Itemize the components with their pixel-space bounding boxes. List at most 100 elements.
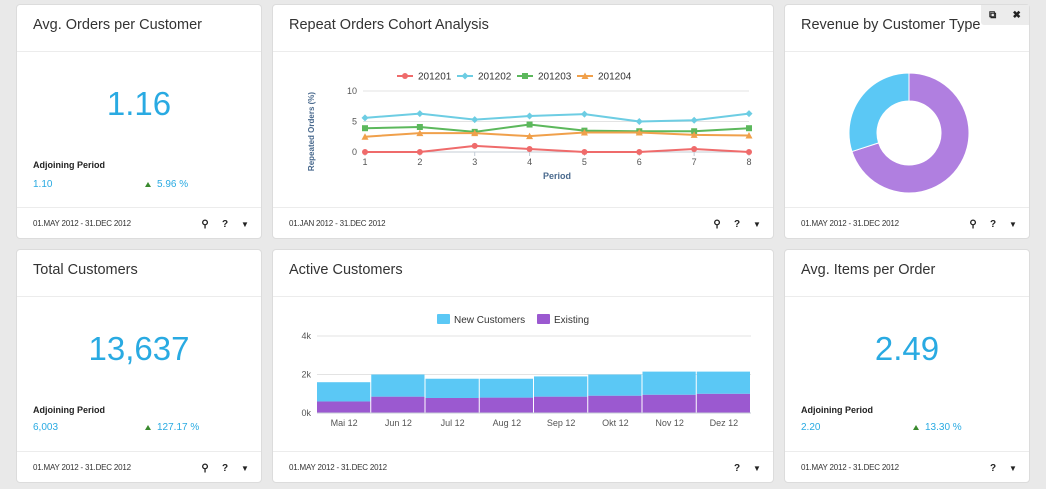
data-point bbox=[746, 149, 752, 155]
donut-slice[interactable] bbox=[851, 72, 970, 194]
filter-icon[interactable]: ▼ bbox=[1009, 463, 1017, 473]
card-avg-items: Avg. Items per Order 2.49 Adjoining Peri… bbox=[784, 249, 1030, 483]
help-icon[interactable]: ? bbox=[221, 218, 229, 230]
data-point bbox=[362, 125, 368, 132]
kpi-value: 13,637 bbox=[88, 330, 190, 367]
legend-marker bbox=[522, 73, 528, 79]
search-icon[interactable]: ⚲ bbox=[201, 218, 209, 230]
date-range: 01.MAY 2012 - 31.DEC 2012 bbox=[289, 463, 387, 472]
bar-existing[interactable] bbox=[425, 397, 479, 413]
legend-swatch bbox=[537, 314, 550, 324]
legend-marker bbox=[402, 73, 408, 79]
help-icon[interactable]: ? bbox=[221, 462, 229, 474]
bar-new-customers[interactable] bbox=[371, 374, 425, 397]
card-toolbar: ? ▼ bbox=[987, 462, 1019, 474]
filter-icon[interactable]: ▼ bbox=[753, 219, 761, 229]
x-tick-label: 2 bbox=[417, 157, 422, 167]
legend-label[interactable]: 201202 bbox=[478, 72, 512, 83]
up-arrow-icon bbox=[145, 182, 151, 187]
close-icon[interactable]: ✖ bbox=[1012, 9, 1021, 21]
card-revenue-type: Revenue by Customer Type ⧉ ✖ 01.MAY 2012… bbox=[784, 4, 1030, 239]
x-tick-label: 7 bbox=[692, 157, 697, 167]
y-tick-label: 5 bbox=[352, 117, 357, 127]
card-toolbar: ⚲ ? ▼ bbox=[967, 218, 1019, 230]
divider bbox=[785, 207, 1029, 208]
data-point bbox=[416, 110, 424, 118]
filter-icon[interactable]: ▼ bbox=[241, 219, 249, 229]
bar-existing[interactable] bbox=[534, 396, 588, 413]
date-range: 01.JAN 2012 - 31.DEC 2012 bbox=[289, 219, 386, 228]
bar-new-customers[interactable] bbox=[317, 382, 371, 402]
bar-existing[interactable] bbox=[371, 396, 425, 413]
data-point bbox=[361, 133, 369, 140]
bar-existing[interactable] bbox=[642, 394, 696, 413]
search-icon[interactable]: ⚲ bbox=[713, 218, 721, 230]
bar-existing[interactable] bbox=[479, 397, 533, 413]
data-point bbox=[690, 131, 698, 138]
card-title: Total Customers bbox=[33, 262, 138, 278]
filter-icon[interactable]: ▼ bbox=[753, 463, 761, 473]
card-toolbar: ⚲ ? ▼ bbox=[711, 218, 763, 230]
legend-label[interactable]: 201203 bbox=[538, 72, 572, 83]
donut-slice[interactable] bbox=[848, 72, 910, 153]
active-customers-bar-chart: 0k 2k 4k Mai 12 Jun 12 Jul 12 Aug 12 Sep 12 Okt … bbox=[301, 314, 751, 428]
bar-new-customers[interactable] bbox=[696, 371, 750, 394]
x-tick-label: Aug 12 bbox=[493, 418, 522, 428]
date-range: 01.MAY 2012 - 31.DEC 2012 bbox=[801, 219, 899, 228]
legend-label[interactable]: 201204 bbox=[598, 72, 632, 83]
y-axis-label: Repeated Orders (%) bbox=[307, 92, 316, 171]
x-tick-label: 1 bbox=[362, 157, 367, 167]
adjoining-period-label: Adjoining Period bbox=[33, 160, 105, 170]
bar-existing[interactable] bbox=[588, 395, 642, 413]
date-range: 01.MAY 2012 - 31.DEC 2012 bbox=[33, 463, 131, 472]
kpi-value: 1.16 bbox=[106, 85, 172, 122]
data-point bbox=[690, 116, 698, 124]
bar-new-customers[interactable] bbox=[642, 371, 696, 395]
data-point bbox=[526, 121, 533, 128]
up-arrow-icon bbox=[145, 425, 151, 430]
adjoining-period-label: Adjoining Period bbox=[801, 405, 873, 415]
legend-marker bbox=[461, 72, 469, 80]
bar-new-customers[interactable] bbox=[425, 378, 479, 398]
bar-new-customers[interactable] bbox=[588, 374, 642, 396]
data-point bbox=[580, 128, 588, 136]
bar-existing[interactable] bbox=[317, 401, 371, 413]
legend-swatch bbox=[437, 314, 450, 324]
card-title: Avg. Orders per Customer bbox=[33, 17, 202, 33]
help-icon[interactable]: ? bbox=[733, 462, 741, 474]
help-icon[interactable]: ? bbox=[733, 218, 741, 230]
card-active-customers: Active Customers 0k 2k 4k Mai 12 Jun 12 Jul 1… bbox=[272, 249, 774, 483]
x-tick-label: Okt 12 bbox=[602, 418, 629, 428]
y-tick-label: 0k bbox=[301, 408, 311, 418]
bar-existing[interactable] bbox=[696, 393, 750, 413]
series-line-201201 bbox=[365, 144, 750, 153]
bar-new-customers[interactable] bbox=[534, 376, 588, 397]
x-tick-label: Dez 12 bbox=[710, 418, 739, 428]
revenue-donut-chart bbox=[848, 72, 970, 194]
legend-label[interactable]: New Customers bbox=[454, 315, 525, 326]
card-title: Revenue by Customer Type bbox=[801, 17, 981, 33]
data-point bbox=[416, 149, 423, 155]
filter-icon[interactable]: ▼ bbox=[1009, 219, 1017, 229]
search-icon[interactable]: ⚲ bbox=[969, 218, 977, 230]
window-controls: ⧉ ✖ bbox=[981, 5, 1029, 25]
bar-new-customers[interactable] bbox=[479, 378, 533, 398]
series-line-201203 bbox=[364, 123, 750, 133]
card-title: Avg. Items per Order bbox=[801, 262, 936, 278]
x-tick-label: 5 bbox=[582, 157, 587, 167]
help-icon[interactable]: ? bbox=[989, 218, 997, 230]
help-icon[interactable]: ? bbox=[989, 462, 997, 474]
legend-label[interactable]: 201201 bbox=[418, 72, 452, 83]
card-toolbar: ⚲ ? ▼ bbox=[199, 462, 251, 474]
date-range: 01.MAY 2012 - 31.DEC 2012 bbox=[801, 463, 899, 472]
change-value: 13.30 % bbox=[925, 422, 962, 433]
restore-icon[interactable]: ⧉ bbox=[989, 9, 997, 21]
data-point bbox=[471, 129, 479, 137]
x-tick-label: Mai 12 bbox=[331, 418, 358, 428]
data-point bbox=[471, 116, 479, 124]
legend-label[interactable]: Existing bbox=[554, 315, 589, 326]
data-point bbox=[416, 123, 423, 130]
filter-icon[interactable]: ▼ bbox=[241, 463, 249, 473]
data-point bbox=[526, 112, 534, 120]
search-icon[interactable]: ⚲ bbox=[201, 462, 209, 474]
